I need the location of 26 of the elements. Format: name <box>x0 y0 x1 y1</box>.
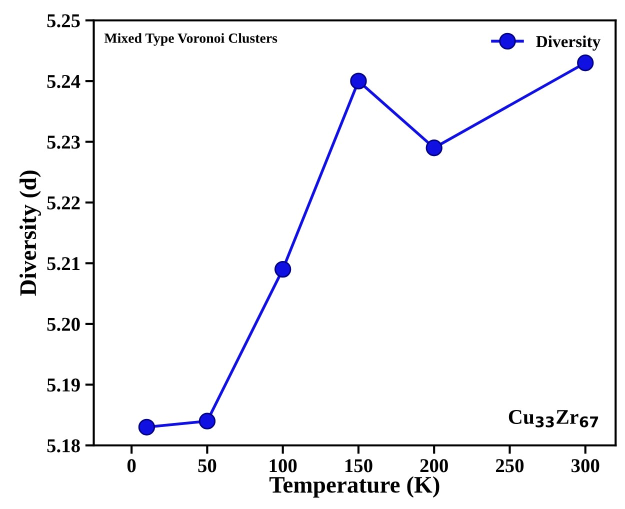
y-tick-label: 5.25 <box>47 14 80 28</box>
point <box>198 412 216 430</box>
x-tick-label: 0 <box>127 459 136 472</box>
y-tick-label: 5.22 <box>47 196 80 210</box>
legend-label: Diversity <box>536 35 600 51</box>
y-tick-label: 5.23 <box>47 136 80 149</box>
y-tick-label: 5.20 <box>47 318 80 331</box>
x-tick-label: 250 <box>496 459 524 472</box>
y-tick-label: 5.19 <box>47 378 80 392</box>
annotation: Cu$_{33}$Zr$_{67}$ <box>508 410 598 428</box>
y-tick-label: 5.21 <box>47 257 80 270</box>
x-tick-label: 300 <box>572 459 600 472</box>
point <box>426 140 442 156</box>
x-tick-label: 50 <box>198 459 216 472</box>
point <box>138 418 156 436</box>
x-tick-label: 200 <box>420 459 448 472</box>
y-tick-label: 5.18 <box>47 439 80 452</box>
x-axis-title: Temperature (K) <box>269 476 440 498</box>
point <box>274 260 292 278</box>
x-tick-label: 150 <box>345 459 372 472</box>
y-axis-title: Diversity (d) <box>19 170 41 296</box>
annotation: Mixed Type Voronoi Clusters <box>104 33 278 46</box>
point <box>577 54 594 72</box>
x-tick-label: 100 <box>270 459 297 472</box>
point <box>350 72 367 90</box>
y-tick-label: 5.24 <box>47 74 80 88</box>
